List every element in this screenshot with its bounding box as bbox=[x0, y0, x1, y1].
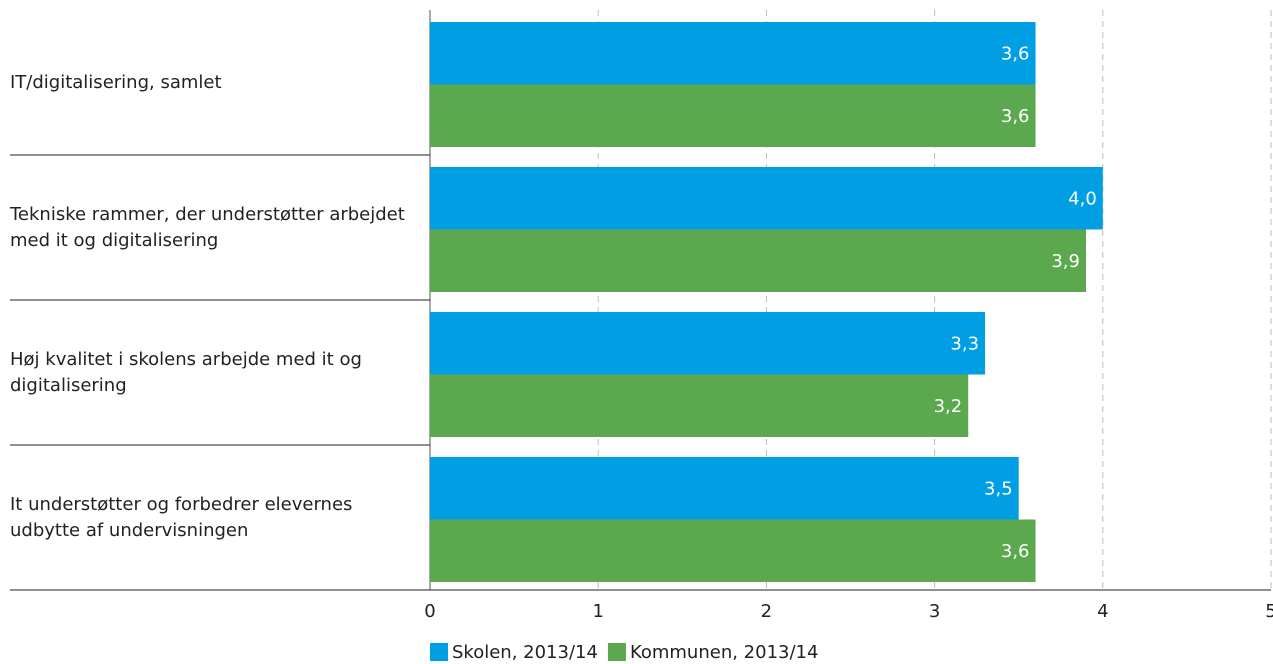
value-label: 3,5 bbox=[984, 478, 1013, 499]
bar bbox=[430, 519, 1036, 582]
x-tick-label: 1 bbox=[592, 601, 603, 622]
value-label: 3,6 bbox=[1001, 43, 1030, 64]
bar bbox=[430, 312, 986, 375]
legend-label: Skolen, 2013/14 bbox=[452, 642, 598, 663]
category-label: IT/digitalisering, samlet bbox=[10, 71, 222, 93]
legend-swatch bbox=[430, 643, 448, 661]
category-label: Tekniske rammer, der understøtter arbejd… bbox=[10, 203, 405, 251]
value-label: 4,0 bbox=[1068, 188, 1097, 209]
value-label: 3,3 bbox=[950, 333, 979, 354]
x-tick-label: 5 bbox=[1265, 601, 1273, 622]
legend-swatch bbox=[607, 643, 626, 661]
value-label: 3,6 bbox=[1001, 541, 1030, 562]
bar bbox=[430, 22, 1036, 85]
bar bbox=[430, 167, 1103, 230]
bar bbox=[430, 374, 969, 437]
bar bbox=[430, 229, 1086, 292]
bar bbox=[430, 84, 1036, 147]
bar bbox=[430, 457, 1019, 520]
category-label: It understøtter og forbedrer elevernes u… bbox=[10, 493, 353, 541]
value-label: 3,6 bbox=[1001, 106, 1030, 127]
x-tick-label: 0 bbox=[424, 601, 435, 622]
legend-label: Kommunen, 2013/14 bbox=[630, 642, 819, 663]
x-tick-label: 2 bbox=[761, 601, 772, 622]
value-label: 3,9 bbox=[1051, 251, 1080, 272]
x-tick-label: 4 bbox=[1097, 601, 1108, 622]
category-label: Høj kvalitet i skolens arbejde med it og… bbox=[10, 348, 362, 396]
value-label: 3,2 bbox=[934, 396, 963, 417]
x-tick-label: 3 bbox=[929, 601, 940, 622]
